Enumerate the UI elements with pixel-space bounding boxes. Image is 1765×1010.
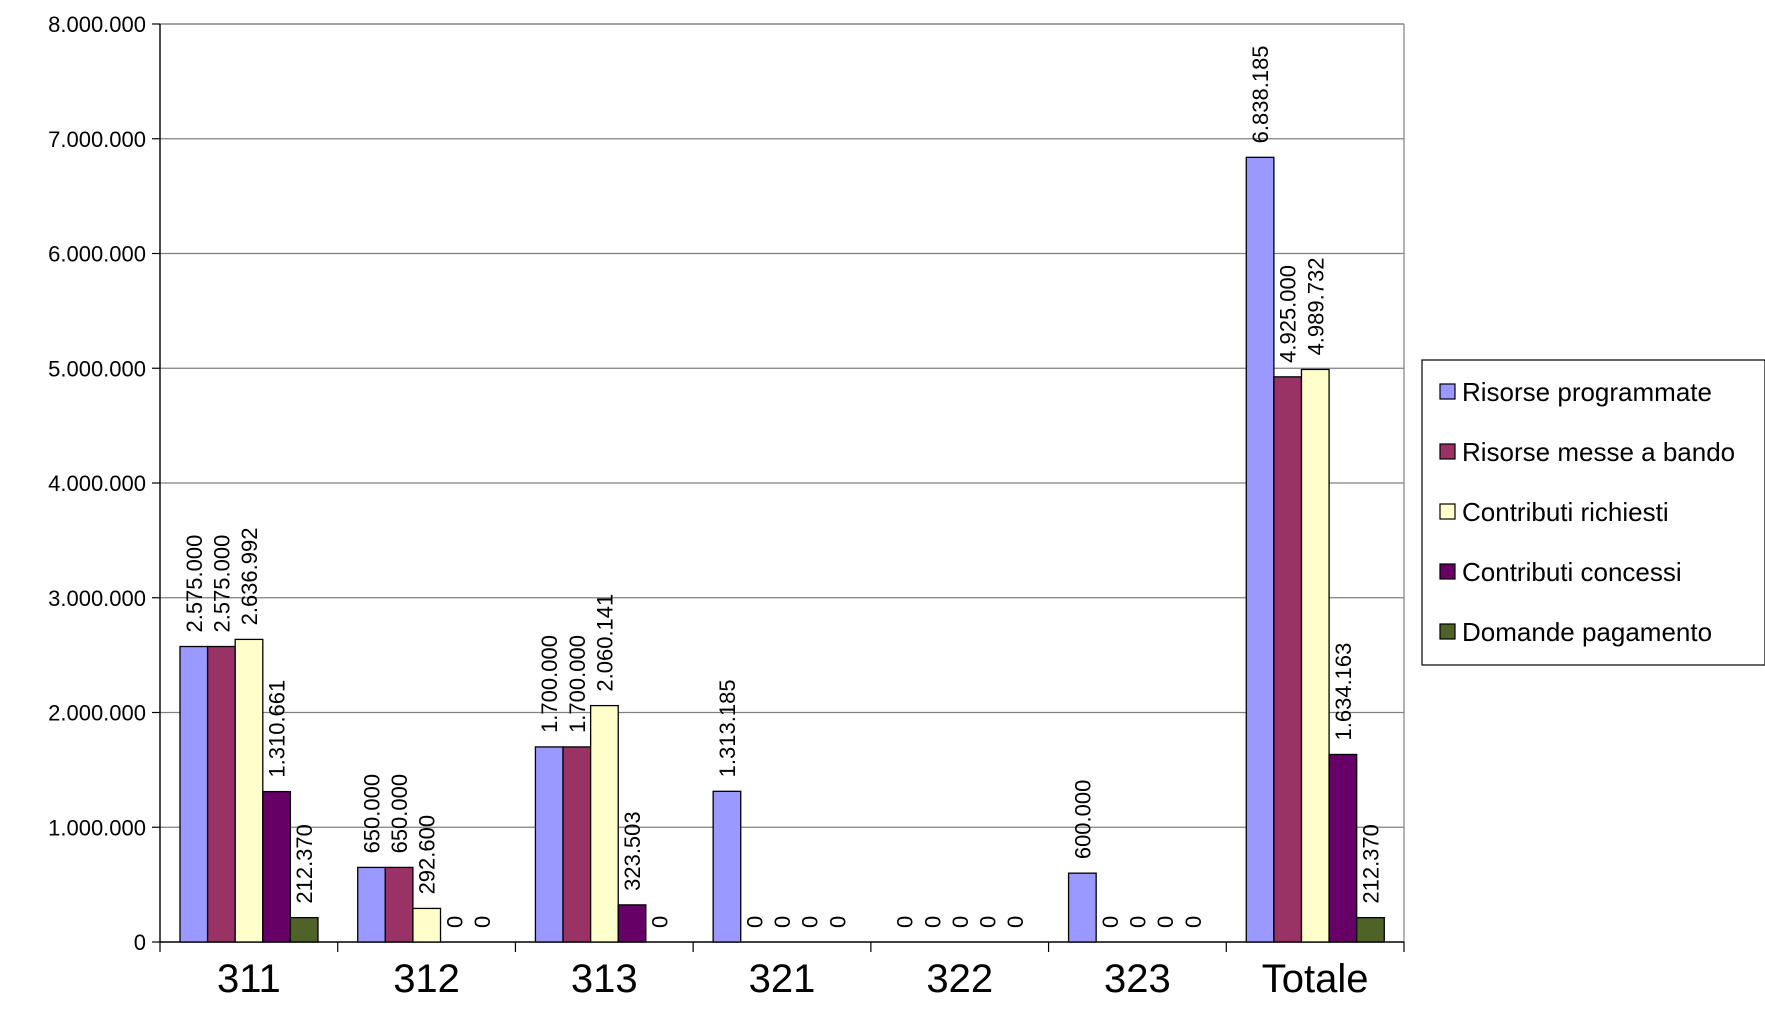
data-label: 600.000 [1070, 780, 1095, 860]
data-label: 292.600 [415, 815, 440, 895]
x-tick-label: 323 [1104, 957, 1171, 1001]
x-tick-label: 313 [571, 957, 638, 1001]
legend-label: Contributi richiesti [1462, 497, 1669, 527]
legend-swatch [1439, 443, 1456, 460]
y-tick-label: 2.000.000 [48, 701, 146, 726]
y-tick-label: 5.000.000 [48, 356, 146, 381]
bar [262, 790, 292, 943]
x-axis: 311 312 313 321 322 323 Totale [159, 941, 1405, 1001]
bar [289, 916, 319, 943]
data-label: 650.000 [387, 774, 412, 854]
bar [234, 638, 264, 943]
legend-label: Domande pagamento [1462, 617, 1712, 647]
data-label: 0 [442, 916, 467, 928]
bar [206, 645, 236, 943]
data-labels: 2.575.000 650.000 1.700.000 1.313.185 0 600.0… [182, 45, 1384, 928]
data-label: 4.989.732 [1303, 258, 1328, 356]
bar [589, 704, 619, 943]
legend-swatch [1439, 623, 1456, 640]
data-label: 0 [798, 916, 823, 928]
data-label: 212.370 [292, 824, 317, 904]
bar [1245, 156, 1275, 943]
data-label: 2.636.992 [237, 528, 262, 626]
data-label: 323.503 [620, 811, 645, 891]
data-label: 0 [770, 916, 795, 928]
data-label: 2.575.000 [209, 535, 234, 633]
data-label: 1.310.661 [265, 680, 290, 778]
gridlines [160, 23, 1405, 942]
data-label: 4.925.000 [1276, 265, 1301, 363]
bar [562, 746, 592, 943]
bar [1067, 872, 1097, 943]
data-label: 0 [825, 916, 850, 928]
y-tick-label: 7.000.000 [48, 127, 146, 152]
legend: Risorse programmate Risorse messe a bando… [1421, 359, 1765, 666]
x-tick-label: 321 [749, 957, 816, 1001]
legend-label: Risorse programmate [1462, 377, 1712, 407]
data-label: 1.634.163 [1331, 643, 1356, 741]
data-label: 0 [1098, 916, 1123, 928]
y-axis: 0 1.000.000 2.000.000 3.000.000 4.000.000 5.0… [48, 12, 161, 955]
x-tick-label: Totale [1262, 957, 1369, 1001]
legend-box [1421, 359, 1765, 666]
data-label: 2.060.141 [592, 594, 617, 692]
bar [712, 790, 742, 943]
legend-label: Contributi concessi [1462, 557, 1682, 587]
bar [384, 866, 414, 943]
legend-swatch [1439, 563, 1456, 580]
data-label: 0 [1181, 916, 1206, 928]
y-tick-label: 6.000.000 [48, 242, 146, 267]
bar [1273, 376, 1303, 943]
data-label: 0 [648, 916, 673, 928]
bar [534, 746, 564, 943]
data-label: 1.700.000 [565, 635, 590, 733]
bar [179, 645, 209, 943]
legend-swatch [1439, 383, 1456, 400]
data-label: 0 [893, 916, 918, 928]
legend-swatch [1439, 503, 1456, 520]
y-tick-label: 1.000.000 [48, 815, 146, 840]
bars [179, 156, 1385, 943]
bar [1300, 368, 1330, 943]
data-label: 6.838.185 [1248, 45, 1273, 143]
bar [617, 904, 647, 943]
data-label: 1.313.185 [715, 679, 740, 777]
y-tick-label: 0 [134, 930, 146, 955]
data-label: 0 [948, 916, 973, 928]
data-label: 1.700.000 [537, 635, 562, 733]
x-tick-label: 322 [926, 957, 993, 1001]
bar [1356, 916, 1385, 943]
data-label: 0 [975, 916, 1000, 928]
data-label: 0 [1126, 916, 1151, 928]
data-label: 212.370 [1358, 824, 1383, 904]
data-label: 2.575.000 [182, 535, 207, 633]
x-tick-label: 311 [217, 957, 281, 1001]
y-tick-label: 3.000.000 [48, 586, 146, 611]
bar [412, 907, 442, 943]
bar [357, 866, 386, 943]
data-label: 0 [743, 916, 768, 928]
data-label: 0 [920, 916, 945, 928]
data-label: 0 [1003, 916, 1028, 928]
y-tick-label: 4.000.000 [48, 471, 146, 496]
data-label: 650.000 [360, 774, 385, 854]
data-label: 0 [1153, 916, 1178, 928]
bar [1328, 753, 1358, 943]
data-label: 0 [470, 916, 495, 928]
legend-label: Risorse messe a bando [1462, 437, 1735, 467]
y-tick-label: 8.000.000 [48, 12, 146, 37]
x-tick-label: 312 [393, 957, 460, 1001]
